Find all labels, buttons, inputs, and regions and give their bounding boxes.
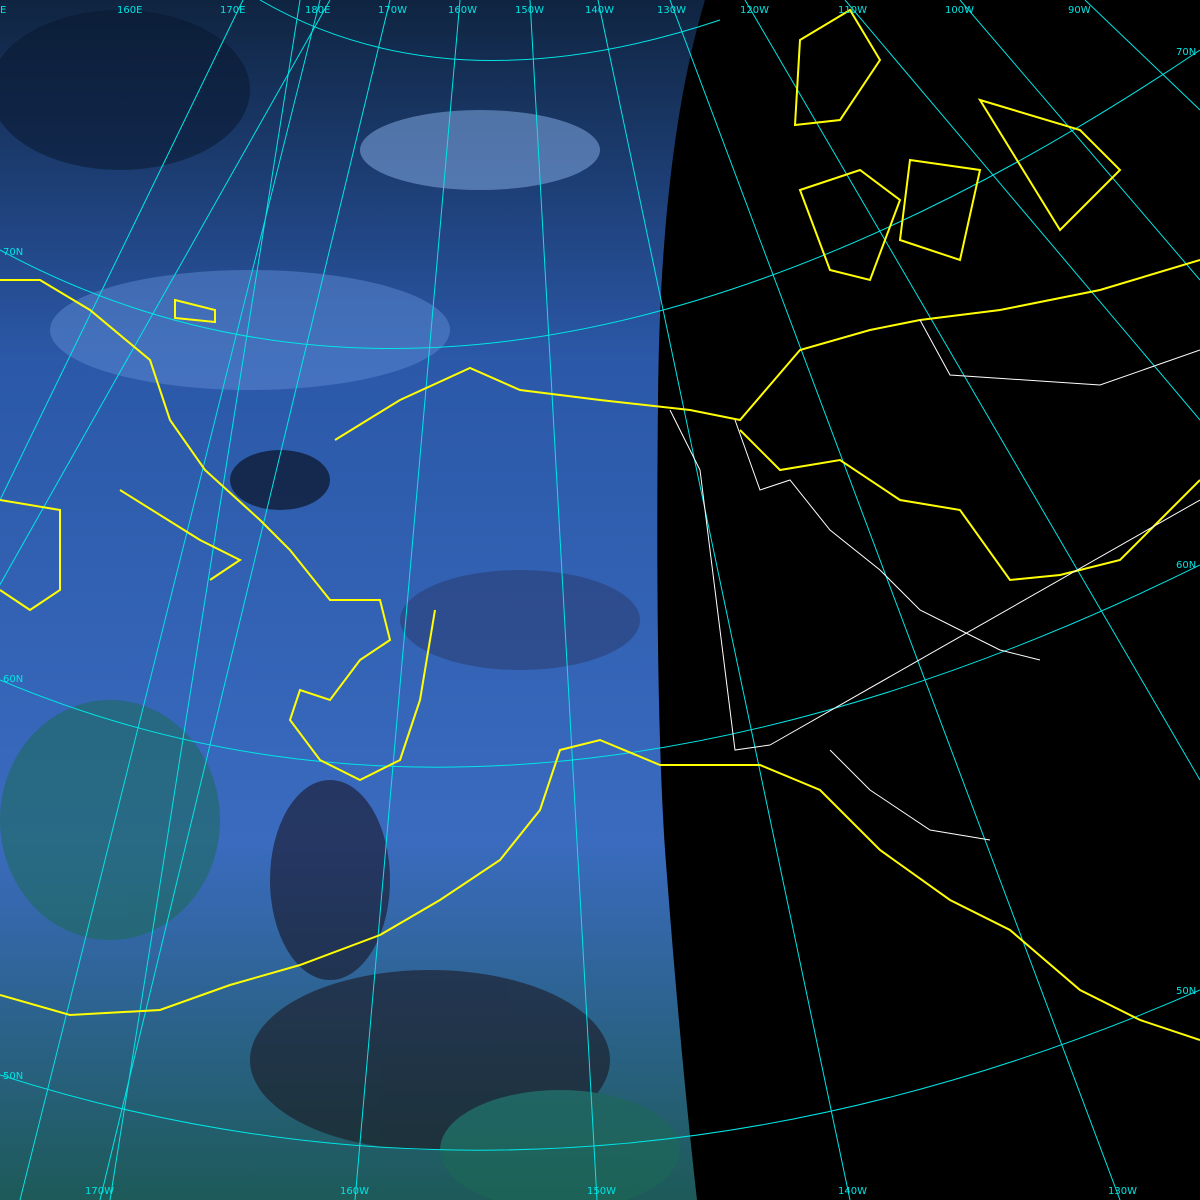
lon-label: 170W <box>85 1186 114 1197</box>
parallel-70n <box>0 49 1200 349</box>
lat-label: 70N <box>1176 47 1197 58</box>
lon-label: 180E <box>305 5 331 16</box>
meridian-110w <box>844 0 1200 421</box>
lon-label: 170W <box>378 5 407 16</box>
meridian-160w <box>354 0 461 1200</box>
lon-label: 150W <box>587 1186 616 1197</box>
lon-label: 160E <box>117 5 143 16</box>
meridian-90w <box>1084 0 1200 111</box>
lon-label: 130W <box>1108 1186 1137 1197</box>
cloud-features <box>0 10 680 1200</box>
meridian-150w <box>529 0 598 1200</box>
lat-label: 60N <box>1176 560 1197 571</box>
borders <box>669 319 1200 841</box>
lon-label: 170E <box>220 5 246 16</box>
alaska-canada-border <box>669 409 771 751</box>
meridian-160e <box>0 0 331 586</box>
lon-label: 160W <box>340 1186 369 1197</box>
meridian-140w <box>597 0 851 1200</box>
lat-label: 60N <box>3 674 24 685</box>
meridian-100w <box>959 0 1200 281</box>
coastlines <box>0 8 1200 1041</box>
lon-label: E <box>0 5 7 16</box>
parallel-80n <box>259 0 721 61</box>
lon-label: 150W <box>515 5 544 16</box>
lon-label: 130W <box>657 5 686 16</box>
meridian-180e <box>19 0 321 1200</box>
lat-label: 50N <box>3 1071 24 1082</box>
lon-label: 110W <box>838 5 867 16</box>
lon-label: 90W <box>1068 5 1091 16</box>
canada-provincial-borders <box>734 319 1200 841</box>
lat-label: 70N <box>3 247 24 258</box>
lon-label: 140W <box>838 1186 867 1197</box>
meridian-130w <box>669 0 1121 1200</box>
lon-label: 100W <box>945 5 974 16</box>
meridian-120w <box>744 0 1200 781</box>
lon-label: 140W <box>585 5 614 16</box>
lon-label: 120W <box>740 5 769 16</box>
meridian-170w <box>99 0 391 1200</box>
lon-label: 160W <box>448 5 477 16</box>
meridian-170e <box>0 0 301 1200</box>
lat-label: 50N <box>1176 986 1197 997</box>
parallel-60n <box>0 564 1200 768</box>
parallel-50n <box>0 989 1200 1151</box>
